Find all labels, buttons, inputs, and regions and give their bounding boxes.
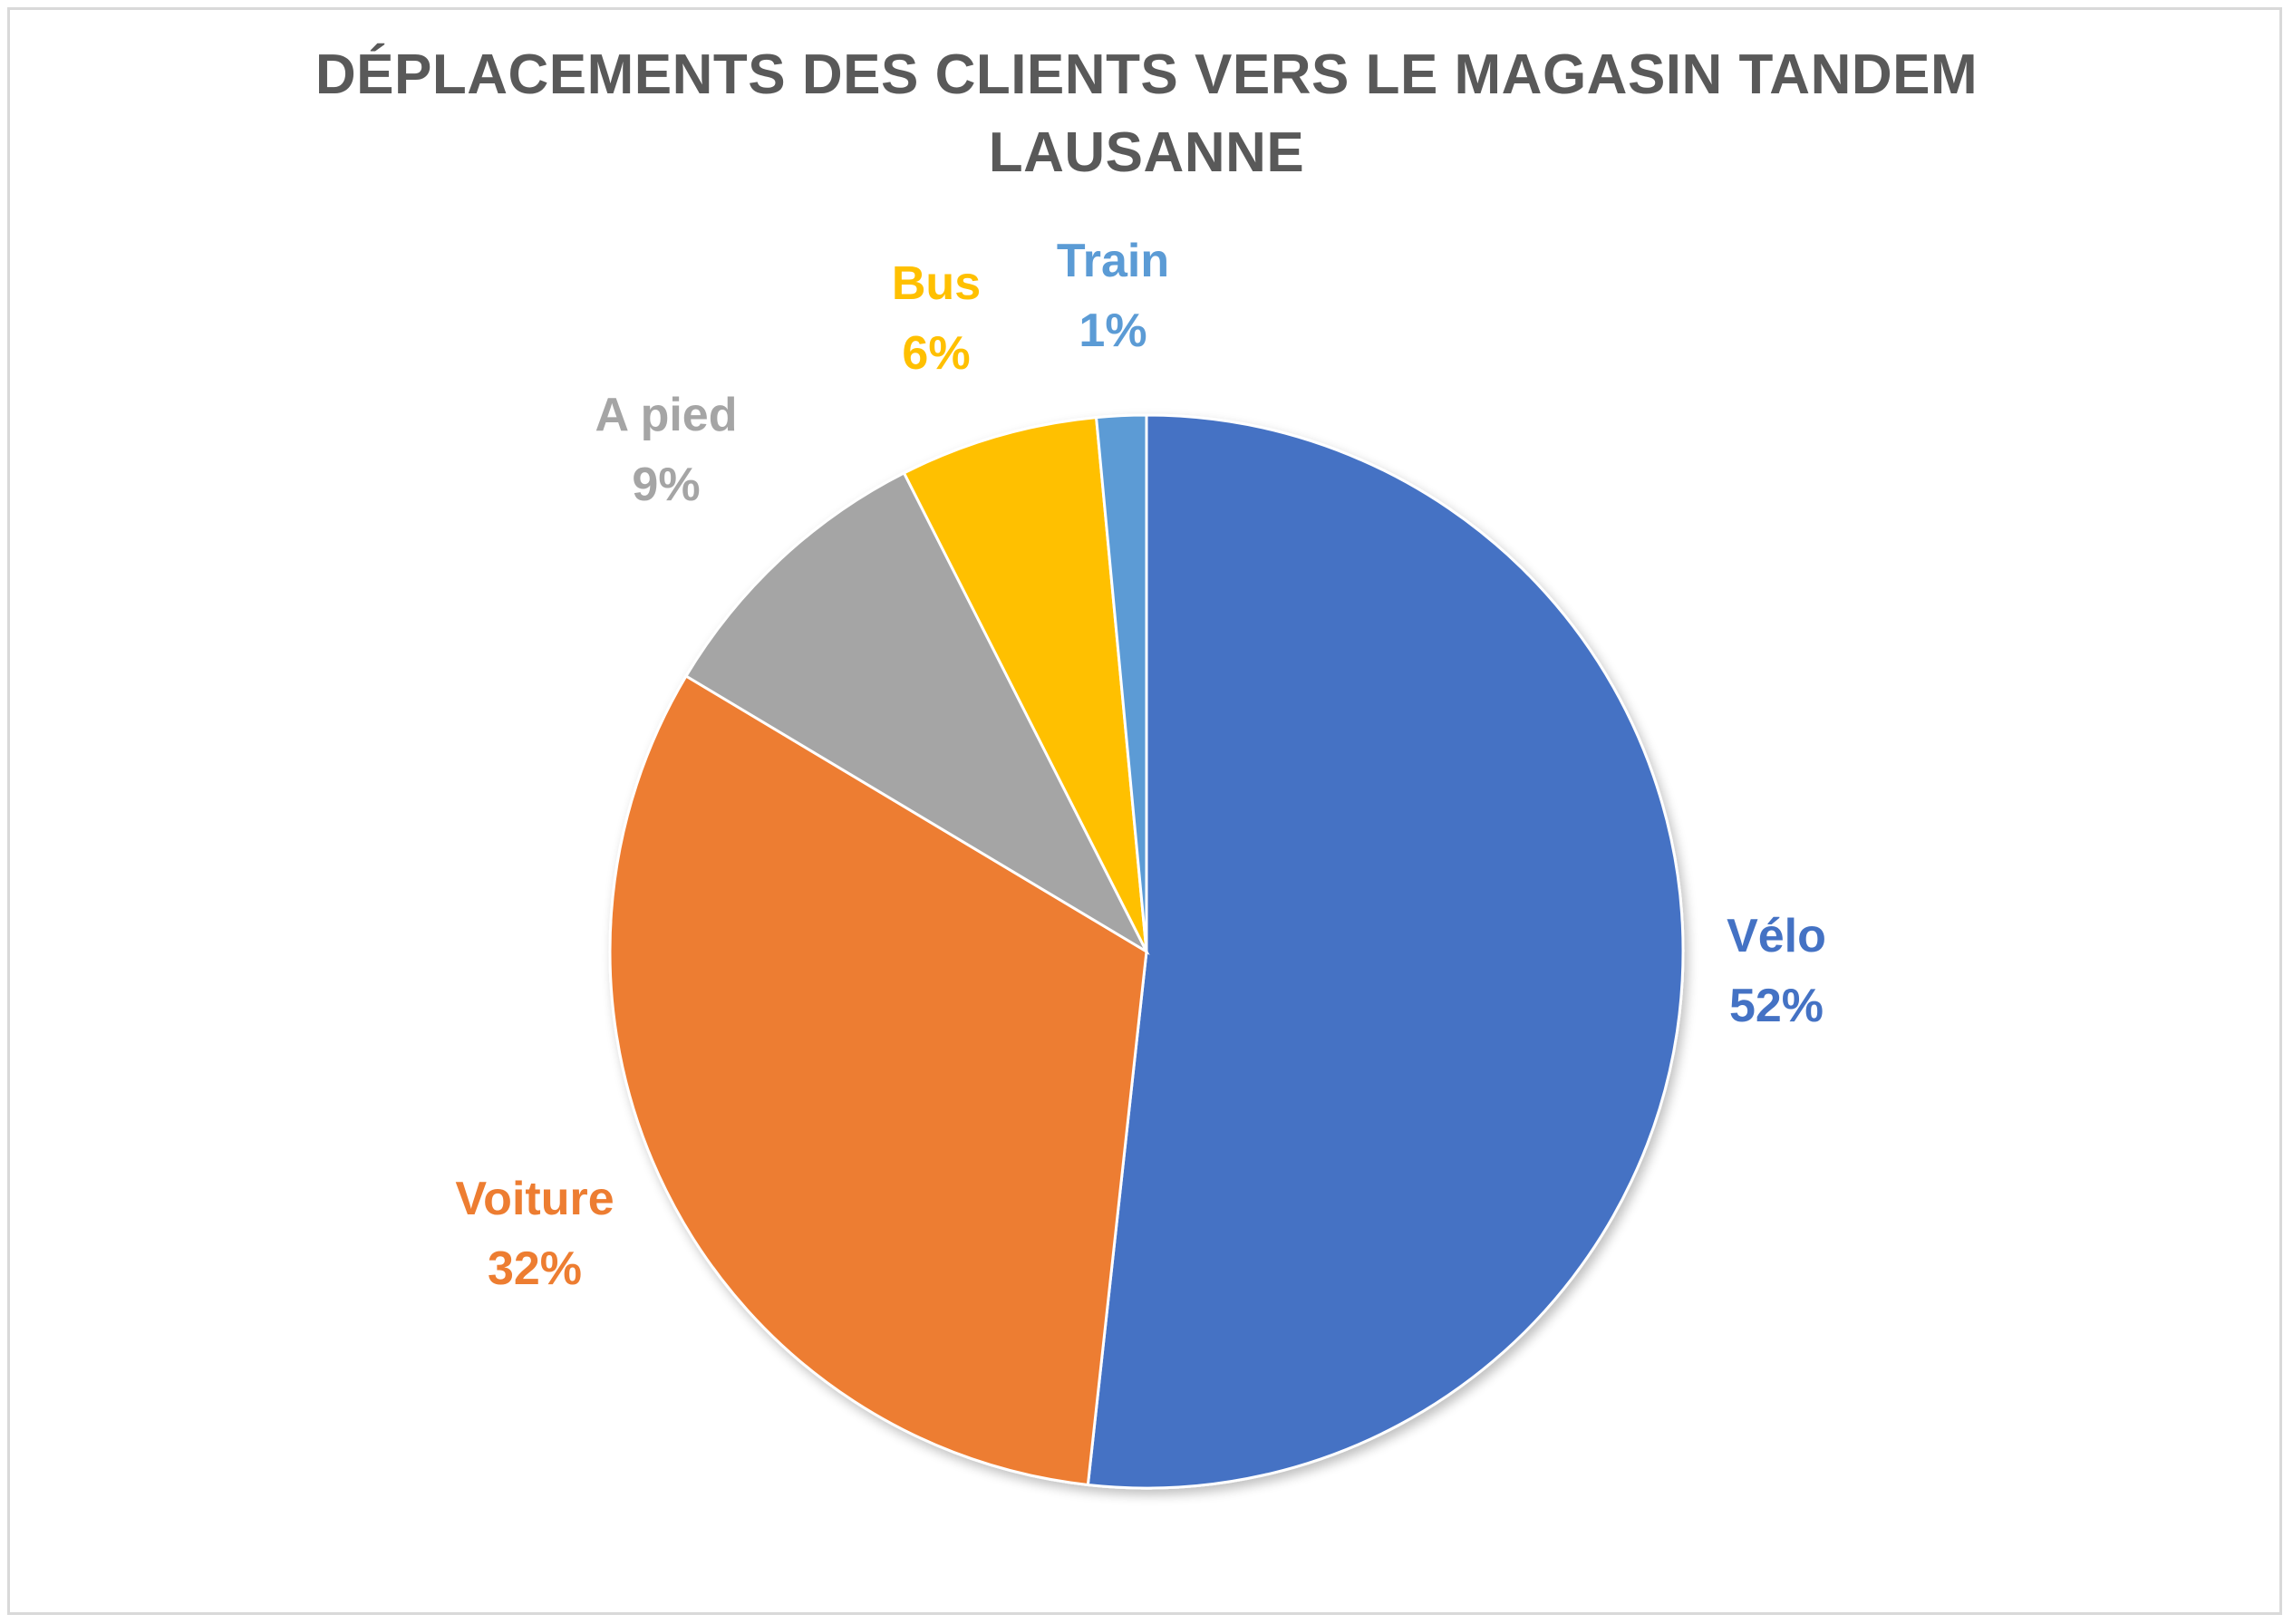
chart-title: DÉPLACEMENTS DES CLIENTS VERS LE MAGASIN… — [0, 36, 2293, 192]
data-label-category: Train — [1057, 235, 1169, 287]
chart-title-line-2: LAUSANNE — [988, 121, 1305, 184]
data-label-voiture: Voiture 32% — [455, 1173, 614, 1295]
data-label-bus: Bus 6% — [892, 257, 981, 380]
data-label-velo: Vélo 52% — [1727, 910, 1826, 1032]
pie-labels: Vélo 52% Voiture 32% A pied 9% Bus 6% Train 1% — [455, 235, 1826, 1295]
data-label-percent: 6% — [902, 327, 970, 380]
data-label-percent: 32% — [488, 1242, 582, 1295]
pie-slice-a-pied — [683, 470, 1150, 955]
chart-title-line-1: DÉPLACEMENTS DES CLIENTS VERS LE MAGASIN… — [314, 44, 1979, 106]
pie-slice-train — [1094, 413, 1148, 952]
data-label-category: Vélo — [1727, 910, 1826, 962]
data-label-category: A pied — [595, 389, 738, 441]
pie-slice-bus — [902, 415, 1148, 952]
data-label-a-pied: A pied 9% — [595, 389, 738, 511]
pie-slice-velo — [1086, 413, 1685, 1490]
pie-slices — [608, 413, 1685, 1490]
data-label-category: Voiture — [455, 1173, 614, 1225]
data-label-train: Train 1% — [1057, 235, 1169, 357]
data-label-percent: 52% — [1729, 980, 1824, 1032]
data-label-percent: 9% — [632, 459, 700, 511]
pie-slice-voiture — [608, 673, 1148, 1487]
data-label-category: Bus — [892, 257, 981, 310]
data-label-percent: 1% — [1079, 304, 1146, 357]
